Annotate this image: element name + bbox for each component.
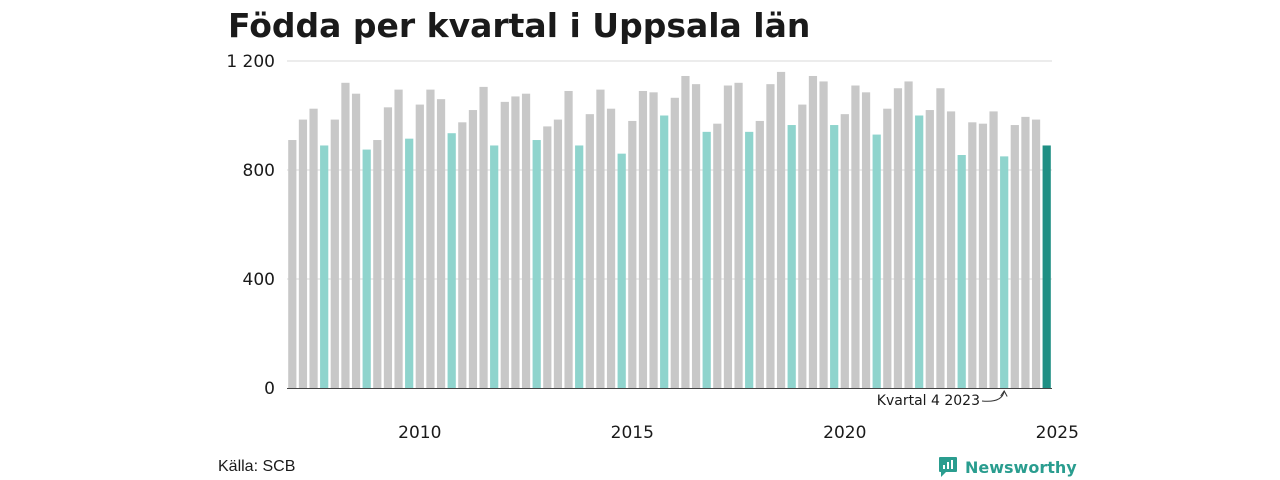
bar — [1010, 125, 1019, 388]
bar — [351, 93, 361, 388]
annotation-arrow — [981, 390, 1005, 402]
bar — [681, 75, 690, 389]
bar — [362, 149, 371, 388]
bar — [808, 75, 818, 389]
bar — [755, 120, 764, 388]
bar — [649, 92, 658, 389]
y-tick-label: 800 — [243, 161, 275, 181]
x-tick-label: 2015 — [611, 423, 654, 443]
bar — [543, 126, 552, 389]
bar — [670, 97, 679, 388]
bar — [946, 111, 956, 388]
bar — [309, 108, 318, 388]
bar — [330, 119, 339, 389]
bar — [521, 93, 531, 388]
x-tick-label: 2025 — [1036, 423, 1079, 443]
bar — [1042, 145, 1051, 388]
bar — [479, 86, 488, 388]
bar — [861, 92, 871, 389]
annotation-arrowhead — [1000, 390, 1008, 397]
bar — [511, 96, 520, 389]
bar — [883, 108, 892, 388]
bar — [532, 140, 541, 388]
bar — [447, 133, 456, 388]
brand-name: Newsworthy — [965, 457, 1077, 477]
bar — [723, 85, 733, 389]
bar — [798, 104, 807, 388]
bar — [968, 122, 977, 388]
bar — [320, 145, 329, 388]
bar — [989, 111, 998, 388]
bar — [978, 123, 988, 389]
bar — [904, 81, 913, 388]
bar — [745, 131, 754, 388]
bar — [851, 85, 860, 389]
bar — [830, 125, 839, 388]
bar — [1021, 116, 1030, 389]
newsworthy-logo-icon — [939, 457, 957, 477]
bar — [1000, 156, 1009, 388]
bar — [957, 155, 966, 388]
bar — [776, 71, 786, 389]
bar — [606, 108, 616, 388]
bar — [638, 90, 648, 388]
bar — [426, 89, 435, 389]
bar — [394, 89, 403, 389]
bar — [734, 82, 743, 389]
source-label: Källa: SCB — [218, 458, 296, 475]
bar — [500, 101, 509, 388]
bar — [925, 110, 934, 389]
bar — [553, 119, 563, 389]
bar — [341, 82, 350, 389]
bar — [787, 125, 796, 388]
bar — [490, 145, 499, 388]
bar — [766, 84, 775, 388]
bar — [713, 123, 722, 389]
bar — [936, 88, 945, 388]
bar — [383, 107, 393, 388]
chart-title: Födda per kvartal i Uppsala län — [228, 6, 811, 45]
y-tick-label: 400 — [243, 270, 275, 290]
bar — [288, 140, 297, 388]
bar — [840, 114, 849, 388]
bar — [872, 134, 881, 388]
bar — [458, 122, 467, 388]
bar — [691, 84, 701, 388]
bar — [298, 119, 308, 389]
y-tick-label: 1 200 — [226, 52, 275, 72]
y-tick-label: 0 — [264, 379, 275, 399]
bar — [575, 145, 584, 388]
bar — [628, 120, 637, 388]
bar — [405, 138, 414, 388]
bar — [564, 90, 573, 388]
bar — [893, 88, 903, 388]
bar — [702, 131, 711, 388]
bar — [1031, 119, 1041, 389]
bar — [415, 104, 424, 388]
bar — [436, 99, 446, 389]
brand[interactable]: Newsworthy — [938, 456, 1077, 478]
x-tick-label: 2010 — [398, 423, 441, 443]
bar — [915, 115, 924, 388]
bar — [596, 89, 605, 389]
bar — [373, 140, 382, 388]
bar — [660, 115, 669, 388]
x-tick-label: 2020 — [823, 423, 866, 443]
annotation-label: Kvartal 4 2023 — [877, 393, 980, 409]
bar — [819, 81, 828, 388]
bar — [585, 114, 594, 388]
bar — [617, 153, 626, 388]
bar — [468, 110, 478, 389]
